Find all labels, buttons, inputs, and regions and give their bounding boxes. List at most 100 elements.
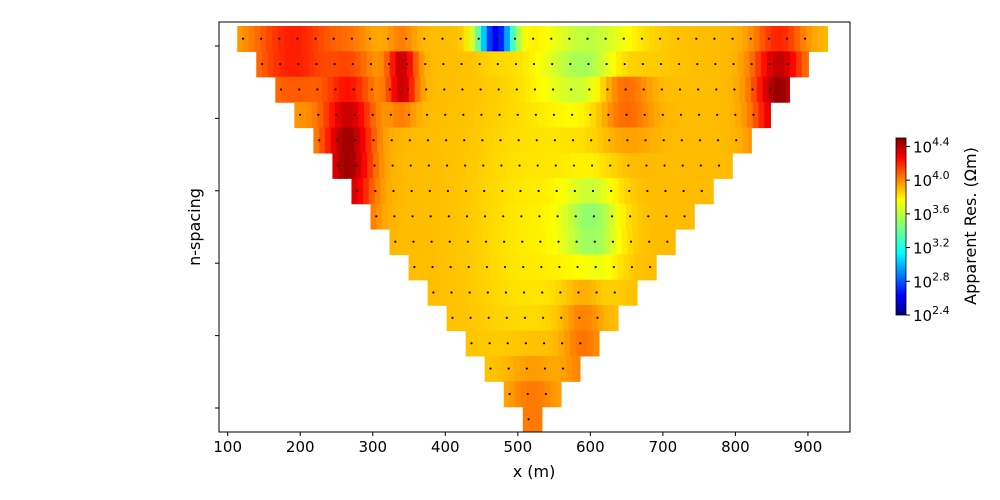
heatmap-cell [633, 51, 640, 78]
colorbar-tick-label: 103.2 [913, 237, 950, 258]
measurement-point [375, 215, 378, 218]
heatmap-cell [586, 127, 593, 154]
heatmap-cell [504, 127, 512, 154]
measurement-point [665, 215, 668, 218]
heatmap-cell [483, 152, 490, 179]
measurement-point [768, 62, 771, 66]
heatmap-cell [469, 26, 476, 52]
heatmap-cell [462, 102, 470, 129]
heatmap-cell [729, 102, 736, 129]
measurement-point [560, 316, 563, 319]
heatmap-cell [383, 127, 390, 154]
heatmap-cell [428, 26, 436, 52]
heatmap-cell [543, 102, 551, 129]
measurement-point [386, 37, 390, 40]
measurement-point [609, 164, 612, 167]
heatmap-cell [275, 76, 282, 103]
measurement-point [629, 215, 632, 218]
measurement-point [587, 62, 590, 66]
heatmap-cell [389, 51, 397, 78]
heatmap-cell [562, 26, 569, 52]
heatmap-cell [662, 51, 669, 78]
measurement-point [544, 392, 547, 396]
heatmap-cell [488, 51, 495, 78]
heatmap-cell [499, 229, 507, 255]
heatmap-cell [513, 355, 521, 382]
heatmap-cell [801, 51, 809, 78]
heatmap-cell [578, 102, 586, 129]
heatmap-cell [504, 26, 511, 52]
measurement-point [555, 189, 558, 193]
measurement-point [605, 62, 608, 66]
heatmap-cell [515, 203, 522, 230]
measurement-point [571, 113, 574, 116]
heatmap-cell [666, 26, 673, 52]
measurement-point [481, 139, 484, 142]
heatmap-cell [509, 102, 516, 129]
heatmap-cell [676, 178, 683, 205]
measurement-point [594, 265, 597, 269]
measurement-point [430, 240, 433, 243]
heatmap-cell [450, 178, 457, 205]
heatmap-cell [531, 355, 538, 382]
measurement-point [482, 164, 485, 167]
heatmap-cell [575, 330, 583, 357]
heatmap-cell [553, 254, 561, 281]
heatmap-cell [668, 51, 675, 78]
heatmap-cell [590, 279, 597, 306]
heatmap-cell [460, 76, 468, 103]
heatmap-cell [468, 279, 475, 306]
heatmap-cell [490, 178, 498, 205]
heatmap-cell [491, 102, 499, 129]
heatmap-cell [736, 127, 744, 154]
heatmap-cell [453, 51, 460, 78]
measurement-point [714, 62, 717, 66]
heatmap-cell [523, 51, 530, 78]
heatmap-cell [687, 178, 695, 205]
heatmap-cell [470, 127, 477, 154]
heatmap-cell [714, 51, 722, 78]
heatmap-cell [614, 26, 621, 52]
heatmap-cell [601, 102, 609, 129]
heatmap-cell [706, 102, 713, 129]
measurement-point [424, 62, 427, 66]
heatmap-cell [561, 279, 568, 306]
heatmap-cell [629, 178, 637, 205]
heatmap-cell [323, 102, 330, 129]
heatmap-cell [636, 279, 638, 306]
heatmap-cell [481, 305, 488, 332]
heatmap-cell [688, 102, 696, 129]
heatmap-cell [477, 152, 484, 179]
heatmap-cell [399, 203, 406, 230]
heatmap-cell [722, 76, 729, 103]
measurement-point [561, 367, 565, 370]
measurement-point [749, 37, 752, 40]
heatmap-cell [701, 26, 708, 52]
heatmap-cell [619, 203, 627, 230]
heatmap-cell [619, 279, 626, 306]
heatmap-cell [660, 203, 668, 230]
heatmap-cell [400, 127, 407, 154]
measurement-point [469, 316, 472, 319]
heatmap-cell [633, 229, 640, 255]
heatmap-cell [755, 51, 762, 78]
heatmap-cell [712, 102, 719, 129]
heatmap-cell [441, 127, 448, 154]
heatmap-cell [611, 76, 619, 103]
heatmap-cell [739, 76, 746, 103]
heatmap-cell [702, 127, 709, 154]
heatmap-cell [621, 229, 629, 255]
heatmap-cell [494, 152, 502, 179]
heatmap-cell [527, 305, 535, 332]
x-axis: 100 200 300 400 500 600 700 800 900 [213, 432, 822, 456]
heatmap-cell [342, 127, 349, 154]
heatmap-cell [721, 152, 728, 179]
heatmap-cell [554, 355, 561, 382]
heatmap-cell [321, 76, 329, 103]
measurement-point [522, 291, 526, 294]
heatmap-cell [421, 178, 428, 205]
measurement-point [503, 265, 507, 269]
heatmap-cell [582, 76, 590, 103]
heatmap-cell [441, 229, 449, 255]
heatmap-cell [794, 26, 801, 52]
